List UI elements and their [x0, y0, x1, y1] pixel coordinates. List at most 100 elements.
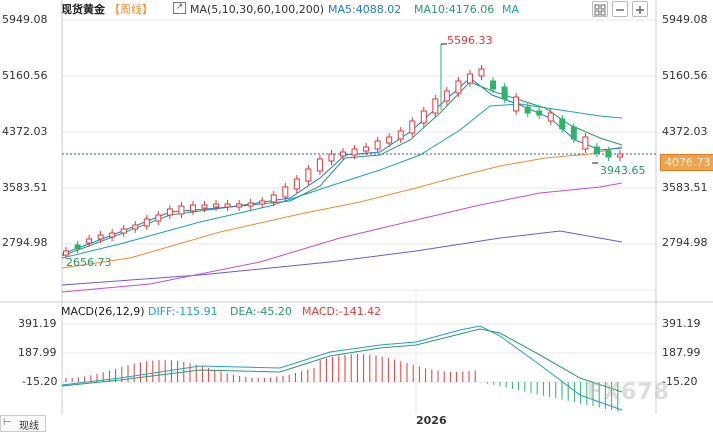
macd-dea-line	[61, 328, 623, 393]
price-axis-left-label: 5160.56	[2, 69, 48, 82]
macd-axis-right-label: 187.99	[662, 346, 701, 359]
ma30-line	[61, 103, 623, 259]
price-axis-left-label: 2794.98	[2, 236, 48, 249]
start-low-annotation: 2656.73	[66, 256, 112, 269]
recent-low-annotation: 3943.65	[600, 164, 646, 177]
x-axis-year-label: 2026	[416, 414, 447, 427]
candle-body	[97, 234, 104, 240]
candle-body	[201, 204, 208, 209]
candle-body	[490, 80, 497, 90]
price-axis-right-label: 5949.08	[662, 13, 708, 26]
candle-body	[478, 68, 485, 77]
candle-body	[236, 203, 243, 208]
candle-body	[270, 194, 277, 203]
candle-body	[501, 86, 508, 100]
ma100-line	[61, 182, 623, 293]
candle-body	[536, 110, 543, 116]
candle-body	[213, 203, 220, 208]
macd-dea-value: DEA:-45.20	[230, 305, 292, 318]
macd-histogram	[65, 354, 619, 412]
candle-body	[420, 110, 427, 124]
macd-diff-line	[61, 325, 623, 411]
watermark: FX678	[587, 380, 670, 405]
ma30-label: MA	[502, 3, 520, 16]
ruler-icon: ⊢	[3, 417, 12, 428]
candle-body	[143, 218, 150, 227]
candle-body	[513, 96, 520, 112]
ruler-label: 现线	[19, 421, 39, 432]
current-price-tag: 4076.73	[660, 154, 713, 171]
ma5-value: MA5:4088.02	[328, 3, 402, 16]
candle-body	[593, 146, 600, 154]
macd-title: MACD(26,12,9)	[61, 305, 145, 318]
ma-params: MA(5,10,30,60,100,200)	[190, 3, 325, 16]
price-axis-right-label: 4372.03	[662, 125, 708, 138]
candle-body	[224, 203, 231, 208]
candle-body	[397, 130, 404, 140]
macd-axis-left-label: -15.20	[22, 375, 58, 388]
candle-body	[582, 136, 589, 150]
price-axis-left-label: 5949.08	[2, 13, 48, 26]
ma10-value: MA10:4176.06	[414, 3, 495, 16]
candle-body	[259, 200, 266, 205]
price-axis-right-label: 3583.51	[662, 181, 708, 194]
candle-body	[559, 118, 566, 130]
candle-body	[120, 228, 127, 234]
moving-average-lines	[61, 77, 623, 293]
macd-axis-left-label: 391.19	[18, 317, 57, 330]
ma5-line	[61, 77, 623, 255]
price-grid	[62, 19, 656, 383]
candle-body	[109, 232, 116, 238]
candle-body	[443, 90, 450, 102]
candle-body	[132, 224, 139, 230]
price-axis-right-label: 2794.98	[662, 236, 708, 249]
zoom-out-icon[interactable]	[612, 1, 628, 17]
candle-body	[466, 73, 473, 84]
macd-value: MACD:-141.42	[302, 305, 382, 318]
zoom-in-icon[interactable]	[632, 1, 648, 17]
price-axis-left-label: 4372.03	[2, 125, 48, 138]
candle-body	[166, 208, 173, 216]
macd-axis-left-label: 187.99	[18, 346, 57, 359]
symbol-title: 现货黄金	[61, 3, 105, 16]
candle-body	[409, 120, 416, 134]
candle-body	[305, 168, 312, 182]
candle-body	[547, 112, 554, 122]
candle-body	[386, 136, 393, 144]
price-axis-left-label: 3583.51	[2, 181, 48, 194]
macd-axis-right-label: -15.20	[662, 375, 698, 388]
candle-body	[189, 204, 196, 212]
ruler-tool[interactable]: ⊢ 现线	[0, 415, 46, 432]
high-annotation: 5596.33	[447, 34, 493, 47]
candle-body	[524, 106, 531, 114]
candle-body	[316, 158, 323, 172]
price-axis-right-label: 5160.56	[662, 69, 708, 82]
candle-body	[455, 80, 462, 94]
candle-body	[74, 244, 81, 250]
candle-body	[363, 146, 370, 152]
candle-body	[328, 153, 335, 162]
candle-body	[605, 150, 612, 158]
period-label[interactable]: 【周线】	[109, 3, 153, 16]
candle-body	[178, 205, 185, 215]
candle-body	[86, 238, 93, 244]
candle-body	[63, 250, 69, 256]
ma60-line	[61, 146, 623, 269]
grid-icon[interactable]	[592, 1, 608, 17]
candle-body	[374, 140, 381, 150]
candle-body	[247, 202, 254, 207]
macd-diff-value: DIFF:-115.91	[148, 305, 218, 318]
candle-body	[340, 151, 346, 157]
indicator-settings-icon[interactable]: ↗	[173, 2, 186, 14]
candle-body	[570, 126, 577, 140]
candle-body	[351, 148, 358, 156]
ma10-line	[61, 81, 623, 257]
candle-body	[282, 186, 289, 198]
candle-body	[155, 214, 162, 222]
ma200-line	[61, 230, 623, 286]
candle-body	[293, 178, 300, 190]
candlesticks	[63, 44, 623, 259]
candle-body	[617, 153, 623, 158]
